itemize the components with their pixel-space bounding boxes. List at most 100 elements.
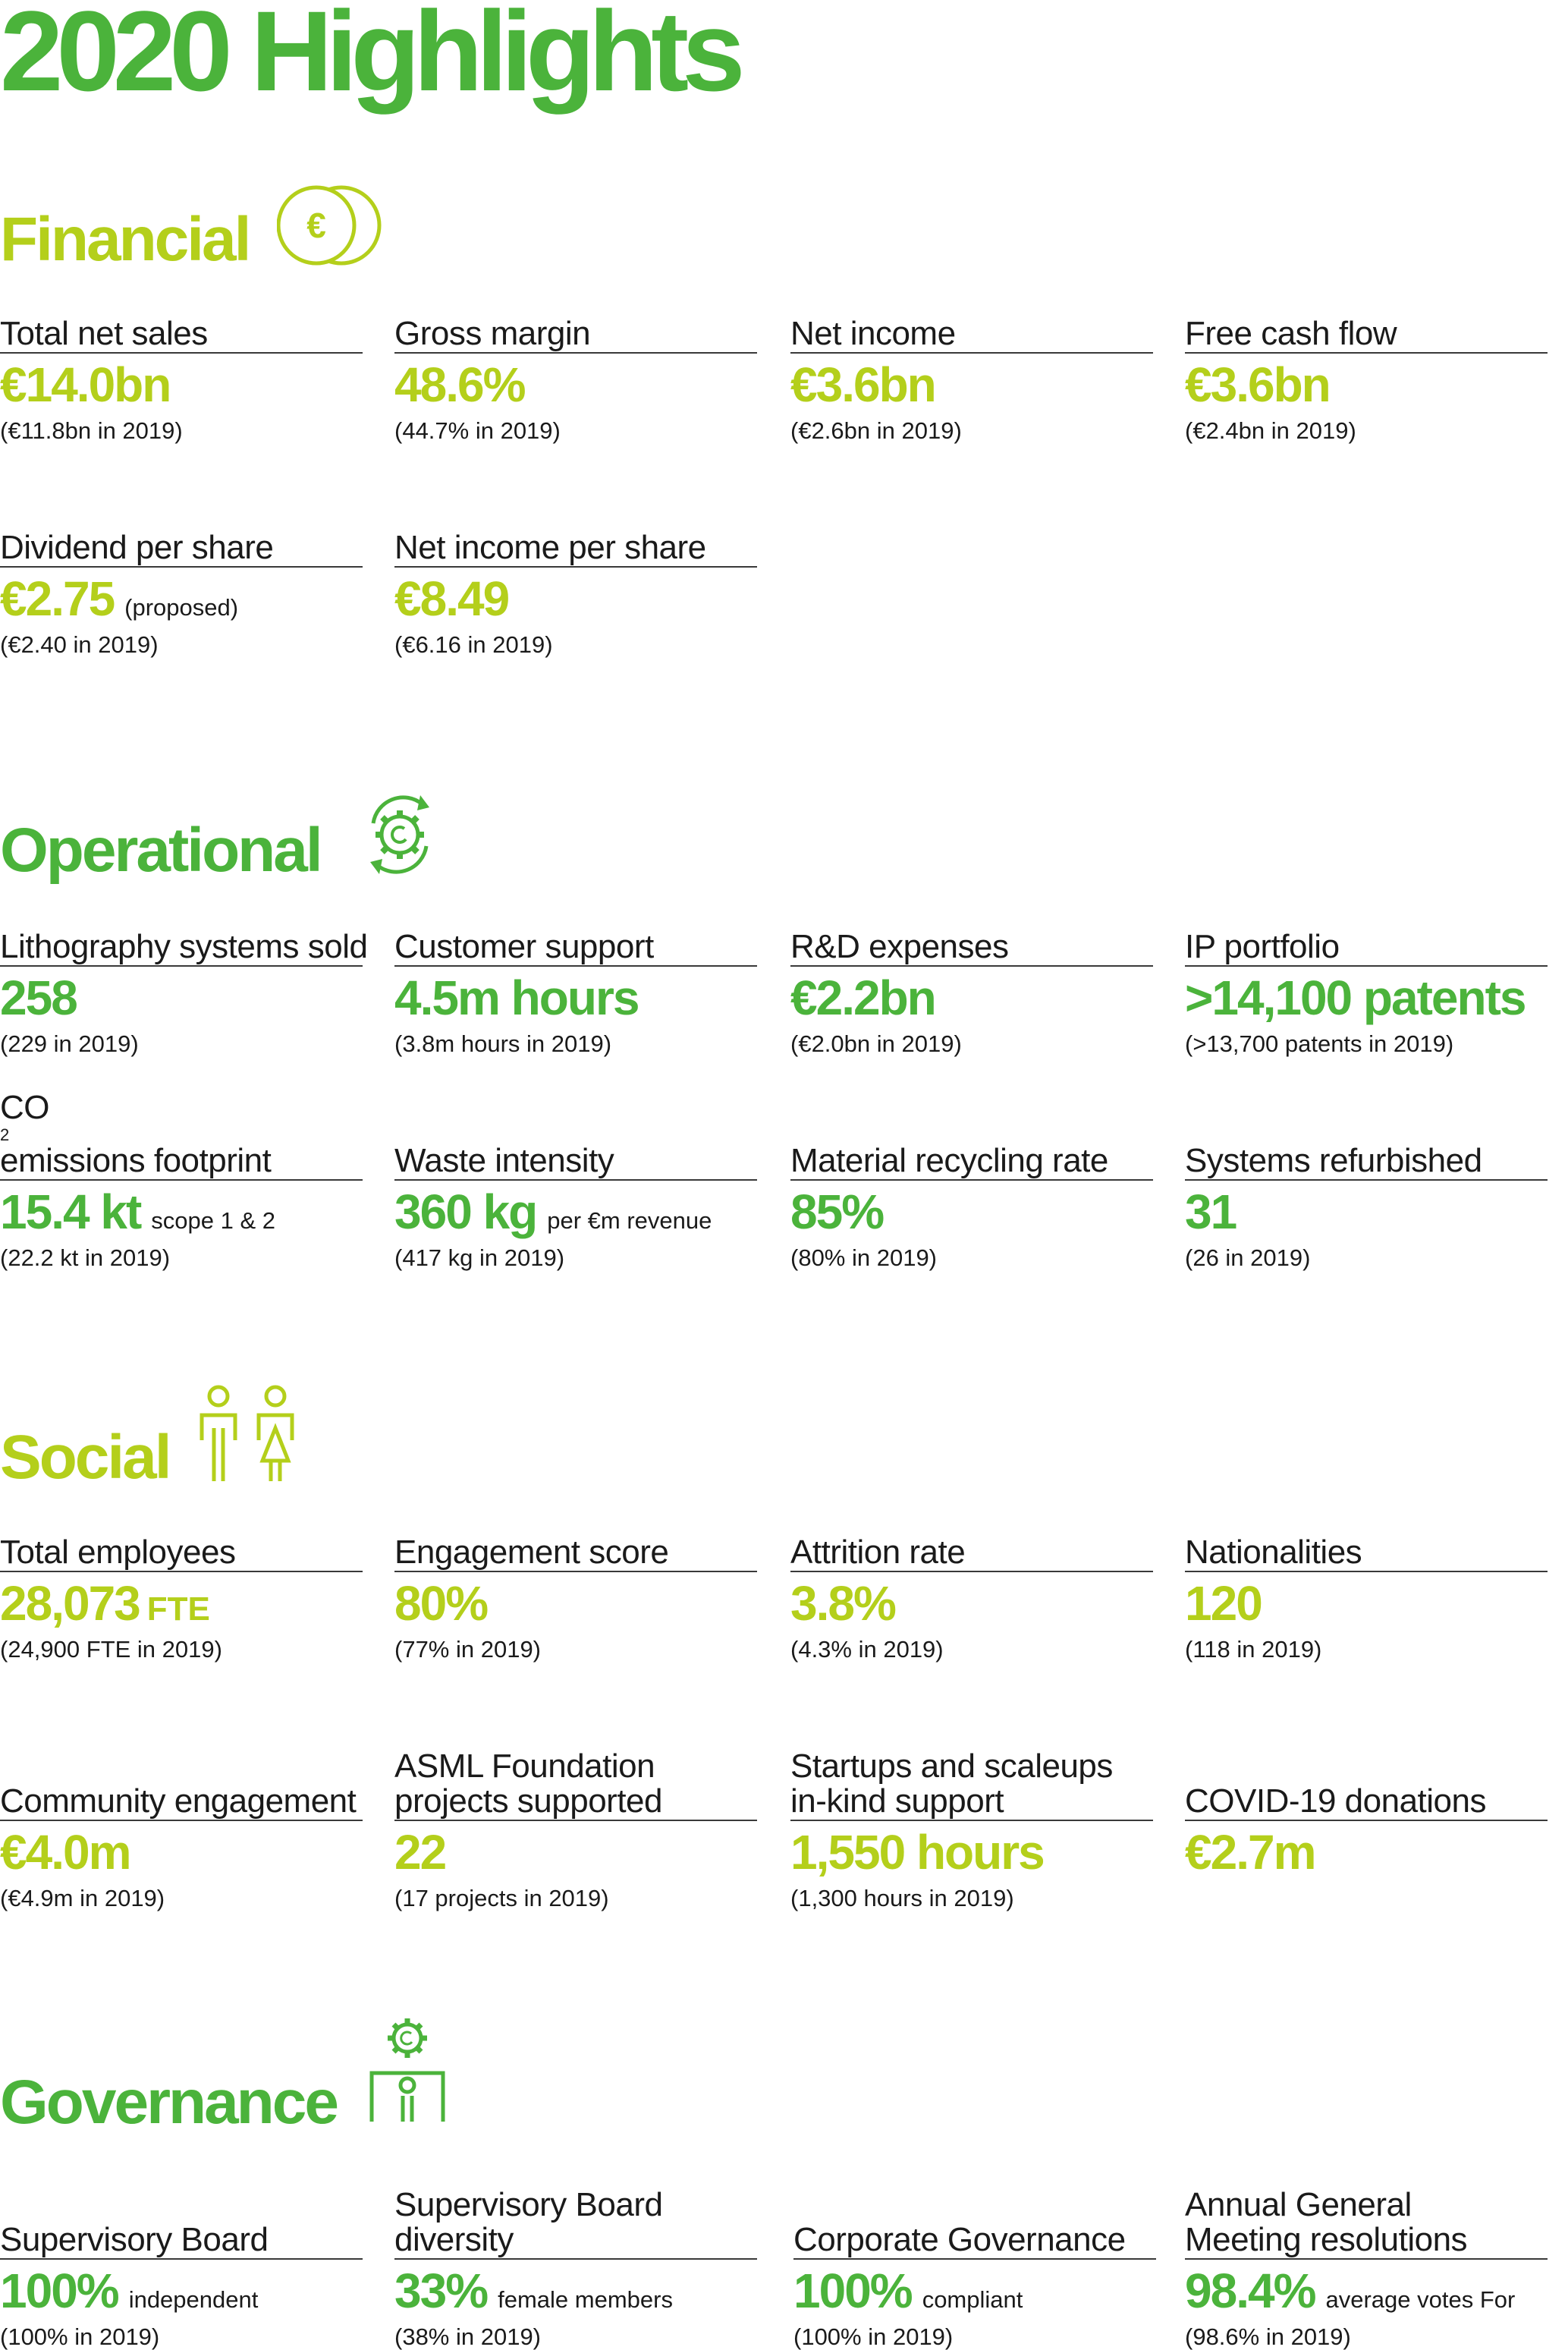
kpi-net-income: Net income €3.6bn (€2.6bn in 2019) [790,304,1153,444]
kpi-value: 258 [0,971,78,1025]
kpi-label: Community engagement [0,1736,363,1821]
kpi-agm-resolutions: Annual General Meeting resolutions 98.4% a… [1185,2175,1548,2350]
kpi-previous-year: (44.7% in 2019) [394,417,561,445]
kpi-value: 31 [1185,1184,1237,1239]
kpi-previous-year: (€4.9m in 2019) [0,1885,165,1912]
kpi-gross-margin: Gross margin 48.6% (44.7% in 2019) [394,304,757,444]
kpi-value: 48.6% [394,357,526,412]
kpi-supervisory-board: Supervisory Board 100% independent (100% … [0,2175,363,2350]
kpi-value: 98.4% average votes For [1185,2263,1516,2318]
kpi-note: scope 1 & 2 [151,1207,275,1234]
social-section-title: Social [0,1423,172,1492]
kpi-asml-foundation-projects: ASML Foundation projects supported 22 (17… [394,1736,757,1911]
kpi-value: 100% independent [0,2263,259,2318]
kpi-nationalities: Nationalities 120 (118 in 2019) [1185,1522,1548,1663]
kpi-supervisory-board-diversity: Supervisory Board diversity 33% female mem… [394,2175,757,2350]
kpi-label: Startups and scaleups in-kind support [790,1736,1153,1821]
kpi-value: €14.0bn [0,357,171,412]
kpi-previous-year: (>13,700 patents in 2019) [1185,1030,1454,1058]
operational-section-title: Operational [0,816,323,885]
kpi-systems-refurbished: Systems refurbished 31 (26 in 2019) [1185,1131,1548,1271]
kpi-previous-year: (417 kg in 2019) [394,1244,565,1272]
kpi-value: €3.6bn [790,357,937,412]
kpi-community-engagement: Community engagement €4.0m (€4.9m in 201… [0,1736,363,1911]
kpi-label: Net income per share [394,518,757,568]
kpi-label: Engagement score [394,1522,757,1572]
kpi-label: Supervisory Board diversity [394,2175,757,2260]
kpi-previous-year: (98.6% in 2019) [1185,2323,1351,2350]
kpi-previous-year: (€2.40 in 2019) [0,631,159,659]
kpi-value: 33% female members [394,2263,673,2318]
people-icon [200,1385,294,1481]
kpi-value: 1,550 hours [790,1825,1045,1880]
kpi-label: R&D expenses [790,917,1153,967]
kpi-label: Annual General Meeting resolutions [1185,2175,1548,2260]
svg-text:€: € [306,206,326,245]
gear-cycle-icon [370,795,429,874]
financial-section-title: Financial [0,205,251,274]
kpi-label: Gross margin [394,304,757,354]
kpi-value: 80% [394,1576,489,1631]
kpi-rd-expenses: R&D expenses €2.2bn (€2.0bn in 2019) [790,917,1153,1057]
kpi-previous-year: (€2.6bn in 2019) [790,417,962,445]
kpi-value: 4.5m hours [394,971,639,1025]
kpi-label: CO 2 emissions footprint [0,1090,363,1181]
kpi-previous-year: (229 in 2019) [0,1030,139,1058]
kpi-previous-year: (€2.4bn in 2019) [1185,417,1356,445]
kpi-label: Net income [790,304,1153,354]
kpi-note: (proposed) [124,594,239,621]
kpi-value: €2.7m [1185,1825,1316,1880]
kpi-label: Material recycling rate [790,1131,1153,1181]
kpi-label: Waste intensity [394,1131,757,1181]
kpi-label: Dividend per share [0,518,363,568]
kpi-co2-emissions-footprint: CO 2 emissions footprint 15.4 kt scope 1 &… [0,1090,363,1272]
kpi-value: 85% [790,1184,885,1239]
kpi-material-recycling-rate: Material recycling rate 85% (80% in 2019… [790,1131,1153,1271]
kpi-label: Total net sales [0,304,363,354]
kpi-previous-year: (17 projects in 2019) [394,1885,609,1912]
kpi-label: IP portfolio [1185,917,1548,967]
kpi-free-cash-flow: Free cash flow €3.6bn (€2.4bn in 2019) [1185,304,1548,444]
kpi-label: Total employees [0,1522,363,1572]
kpi-label: Attrition rate [790,1522,1153,1572]
kpi-value: 28,073 FTE [0,1576,210,1631]
kpi-label: Free cash flow [1185,304,1548,354]
kpi-previous-year: (118 in 2019) [1185,1636,1322,1663]
kpi-label: Systems refurbished [1185,1131,1548,1181]
kpi-customer-support: Customer support 4.5m hours (3.8m hours … [394,917,757,1057]
kpi-value: 22 [394,1825,447,1880]
kpi-attrition-rate: Attrition rate 3.8% (4.3% in 2019) [790,1522,1153,1663]
kpi-net-income-per-share: Net income per share €8.49 (€6.16 in 201… [394,518,757,658]
kpi-previous-year: (€6.16 in 2019) [394,631,553,659]
kpi-covid-19-donations: COVID-19 donations €2.7m [1185,1736,1548,1878]
kpi-previous-year: (80% in 2019) [790,1244,938,1272]
kpi-value: €2.75 (proposed) [0,571,239,626]
kpi-total-employees: Total employees 28,073 FTE (24,900 FTE in… [0,1522,363,1663]
kpi-waste-intensity: Waste intensity 360 kg per €m revenue (41… [394,1131,757,1271]
kpi-label: Customer support [394,917,757,967]
kpi-value: 360 kg per €m revenue [394,1184,712,1239]
kpi-note: average votes For [1325,2286,1516,2313]
kpi-label: Lithography systems sold [0,917,368,967]
kpi-label: ASML Foundation projects supported [394,1736,757,1821]
kpi-previous-year: (€2.0bn in 2019) [790,1030,962,1058]
governance-section-title: Governance [0,2068,339,2137]
kpi-value: 100% compliant [793,2263,1023,2318]
kpi-previous-year: (€11.8bn in 2019) [0,417,183,445]
kpi-value: 15.4 kt scope 1 & 2 [0,1184,275,1239]
kpi-previous-year: (100% in 2019) [793,2323,954,2350]
kpi-label: Corporate Governance [793,2175,1156,2260]
kpi-engagement-score: Engagement score 80% (77% in 2019) [394,1522,757,1663]
kpi-total-net-sales: Total net sales €14.0bn (€11.8bn in 2019… [0,304,363,444]
kpi-startups-scaleups-support: Startups and scaleups in-kind support 1,5… [790,1736,1153,1911]
euro-coins-icon: € [277,185,382,266]
governance-icon [369,2018,445,2122]
kpi-value: 3.8% [790,1576,897,1631]
kpi-lithography-systems-sold: Lithography systems sold 258 (229 in 201… [0,917,368,1058]
kpi-corporate-governance: Corporate Governance 100% compliant (100%… [793,2175,1156,2350]
kpi-previous-year: (22.2 kt in 2019) [0,1244,171,1272]
kpi-unit: FTE [146,1590,210,1628]
kpi-note: independent [128,2286,259,2313]
kpi-previous-year: (3.8m hours in 2019) [394,1030,612,1058]
kpi-value: 120 [1185,1576,1263,1631]
